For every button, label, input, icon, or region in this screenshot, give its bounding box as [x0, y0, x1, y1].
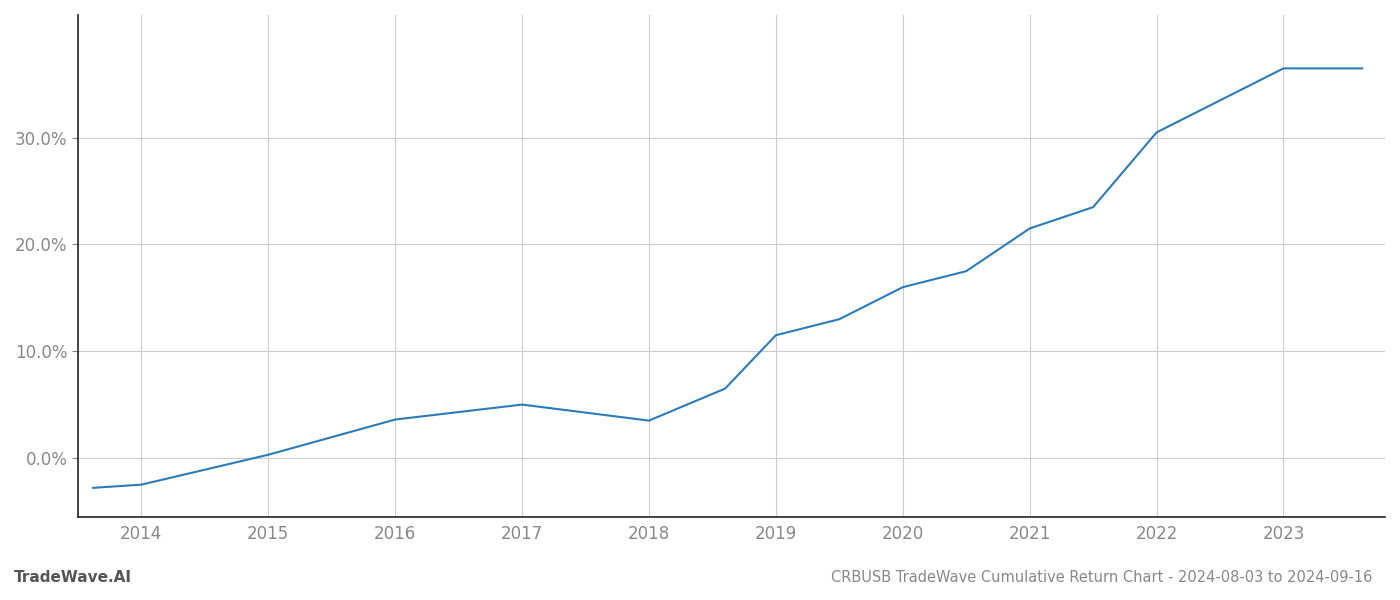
- Text: TradeWave.AI: TradeWave.AI: [14, 570, 132, 585]
- Text: CRBUSB TradeWave Cumulative Return Chart - 2024-08-03 to 2024-09-16: CRBUSB TradeWave Cumulative Return Chart…: [830, 570, 1372, 585]
